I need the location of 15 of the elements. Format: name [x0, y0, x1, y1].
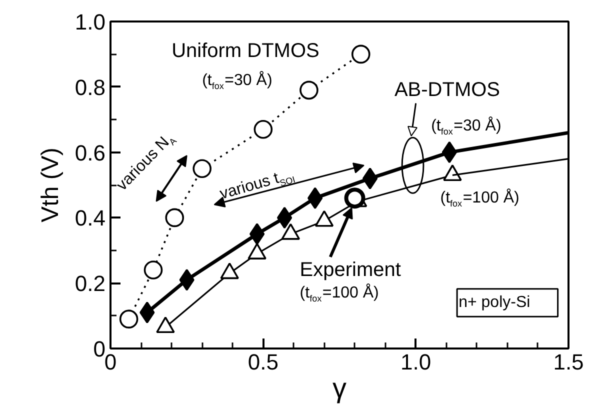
annotation: Uniform DTMOS [172, 40, 320, 62]
x-tick-label: 1.5 [553, 350, 584, 374]
annotation: AB-DTMOS [394, 79, 500, 102]
annotation: n+ poly-Si [458, 294, 530, 312]
y-tick-label: 0.4 [74, 206, 106, 231]
annotation: Experiment [300, 259, 402, 282]
y-tick-label: 1.0 [74, 10, 106, 34]
y-tick-label: 0.2 [74, 271, 106, 296]
y-tick-label: 0.6 [74, 140, 106, 166]
y-axis-title: Vth (V) [36, 148, 64, 222]
annotation: various tSOI [218, 170, 296, 203]
y-tick-label: 0.8 [74, 74, 106, 100]
x-axis-title: γ [332, 372, 346, 404]
x-tick-label: 1.0 [400, 350, 432, 374]
x-tick-label: 0.5 [248, 350, 278, 374]
